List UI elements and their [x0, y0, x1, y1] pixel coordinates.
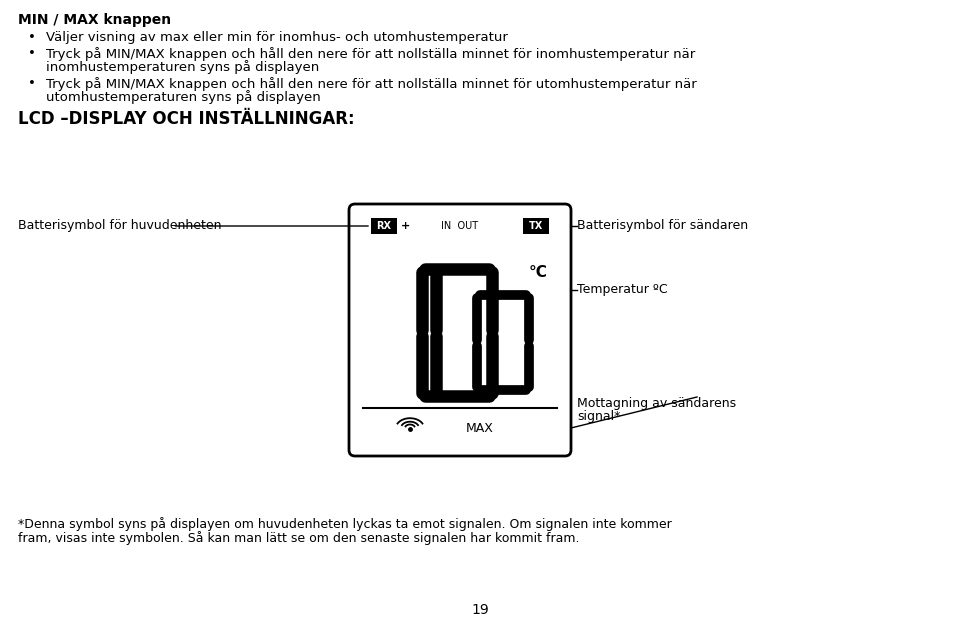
Text: inomhustemperaturen syns på displayen: inomhustemperaturen syns på displayen [46, 60, 320, 74]
Text: Temperatur ºC: Temperatur ºC [577, 283, 667, 297]
Text: Väljer visning av max eller min för inomhus- och utomhustemperatur: Väljer visning av max eller min för inom… [46, 31, 508, 44]
Text: utomhustemperaturen syns på displayen: utomhustemperaturen syns på displayen [46, 90, 321, 104]
Text: fram, visas inte symbolen. Så kan man lätt se om den senaste signalen har kommit: fram, visas inte symbolen. Så kan man lä… [18, 531, 580, 545]
Text: *Denna symbol syns på displayen om huvudenheten lyckas ta emot signalen. Om sign: *Denna symbol syns på displayen om huvud… [18, 517, 672, 531]
Bar [371, 218, 397, 234]
Bar [523, 218, 549, 234]
Text: •: • [28, 47, 36, 60]
Text: •: • [28, 77, 36, 90]
Text: TX: TX [529, 221, 543, 231]
Text: Batterisymbol för huvudenheten: Batterisymbol för huvudenheten [18, 220, 222, 232]
Text: signal*: signal* [577, 410, 620, 423]
Text: RX: RX [376, 221, 392, 231]
Text: MIN / MAX knappen: MIN / MAX knappen [18, 13, 171, 27]
Text: LCD –DISPLAY OCH INSTÄLLNINGAR:: LCD –DISPLAY OCH INSTÄLLNINGAR: [18, 110, 354, 128]
Text: Tryck på MIN/MAX knappen och håll den nere för att nollställa minnet för inomhus: Tryck på MIN/MAX knappen och håll den ne… [46, 47, 695, 61]
Text: Mottagning av sändarens: Mottagning av sändarens [577, 397, 736, 410]
Text: 19: 19 [471, 603, 489, 617]
FancyBboxPatch shape [349, 204, 571, 456]
Text: MAX: MAX [466, 422, 494, 434]
Text: °C: °C [528, 265, 547, 280]
Text: Tryck på MIN/MAX knappen och håll den nere för att nollställa minnet för utomhus: Tryck på MIN/MAX knappen och håll den ne… [46, 77, 697, 91]
Text: Batterisymbol för sändaren: Batterisymbol för sändaren [577, 220, 748, 232]
Text: IN  OUT: IN OUT [442, 221, 479, 231]
Text: +: + [401, 221, 410, 231]
Text: •: • [28, 31, 36, 44]
